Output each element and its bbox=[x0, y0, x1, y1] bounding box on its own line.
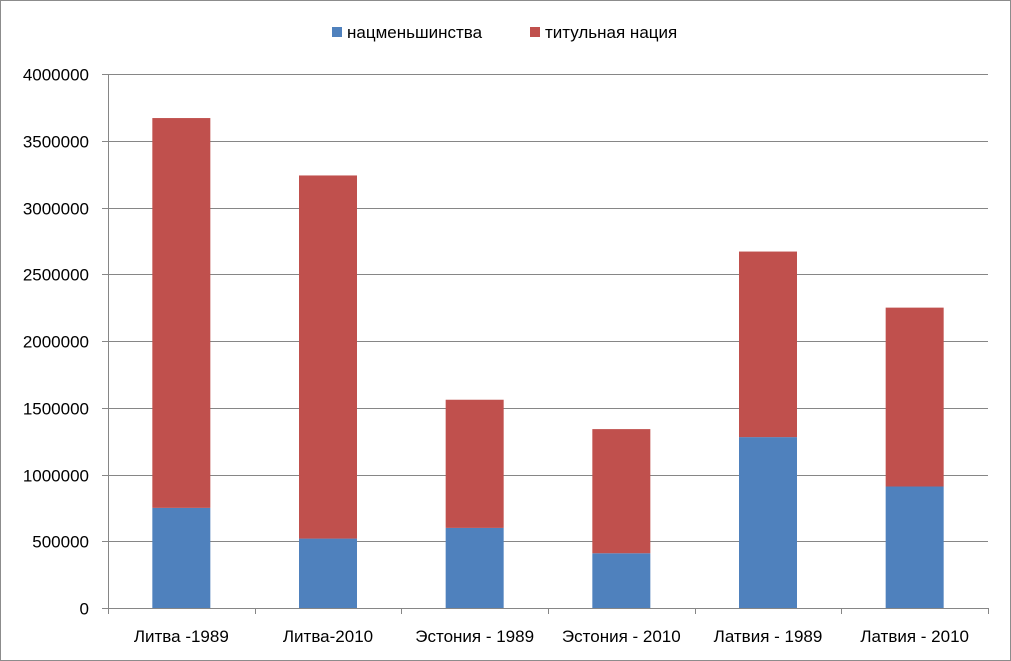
y-tick-label: 3000000 bbox=[23, 200, 89, 219]
x-category-label: Латвия - 2010 bbox=[860, 627, 969, 646]
axes: 0 500000 1000000 1500000 2000000 2500000 30000… bbox=[23, 66, 989, 646]
bars bbox=[152, 118, 944, 608]
x-category-label: Литва -1989 bbox=[134, 627, 229, 646]
legend-swatch bbox=[530, 27, 540, 37]
y-tick-label: 4000000 bbox=[23, 66, 89, 85]
legend-label: титульная нация bbox=[545, 23, 677, 42]
bar-segment-titular-nation bbox=[885, 307, 944, 487]
y-tick-label: 0 bbox=[80, 600, 89, 619]
bar-segment-titular-nation bbox=[152, 118, 211, 508]
bar-segment-titular-nation bbox=[739, 251, 797, 438]
bar-segment-minorities bbox=[592, 553, 651, 608]
x-category-label: Эстония - 1989 bbox=[415, 627, 534, 646]
x-category-label: Эстония - 2010 bbox=[562, 627, 681, 646]
y-tick-label: 500000 bbox=[32, 533, 89, 552]
bar-segment-titular-nation bbox=[592, 429, 651, 554]
bar-segment-titular-nation bbox=[299, 175, 357, 539]
bar-segment-minorities bbox=[152, 507, 211, 608]
bar-segment-minorities bbox=[885, 486, 944, 608]
y-tick-label: 1000000 bbox=[23, 467, 89, 486]
bar-segment-minorities bbox=[445, 527, 504, 608]
y-tick-label: 2000000 bbox=[23, 333, 89, 352]
legend-swatch bbox=[332, 27, 342, 37]
x-category-label: Латвия - 1989 bbox=[714, 627, 823, 646]
legend: нацменьшинства титульная нация bbox=[332, 23, 677, 42]
gridlines bbox=[108, 74, 988, 542]
bar-segment-minorities bbox=[739, 437, 797, 608]
x-category-label: Литва-2010 bbox=[283, 627, 373, 646]
bar-segment-minorities bbox=[299, 538, 357, 608]
bar-segment-titular-nation bbox=[445, 399, 504, 528]
y-tick-label: 1500000 bbox=[23, 400, 89, 419]
y-tick-label: 2500000 bbox=[23, 266, 89, 285]
y-tick-label: 3500000 bbox=[23, 133, 89, 152]
legend-label: нацменьшинства bbox=[347, 23, 483, 42]
